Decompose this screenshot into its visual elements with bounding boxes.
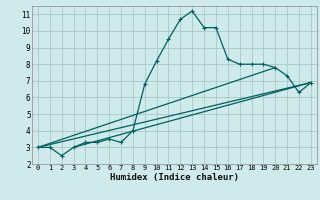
X-axis label: Humidex (Indice chaleur): Humidex (Indice chaleur) [110,173,239,182]
